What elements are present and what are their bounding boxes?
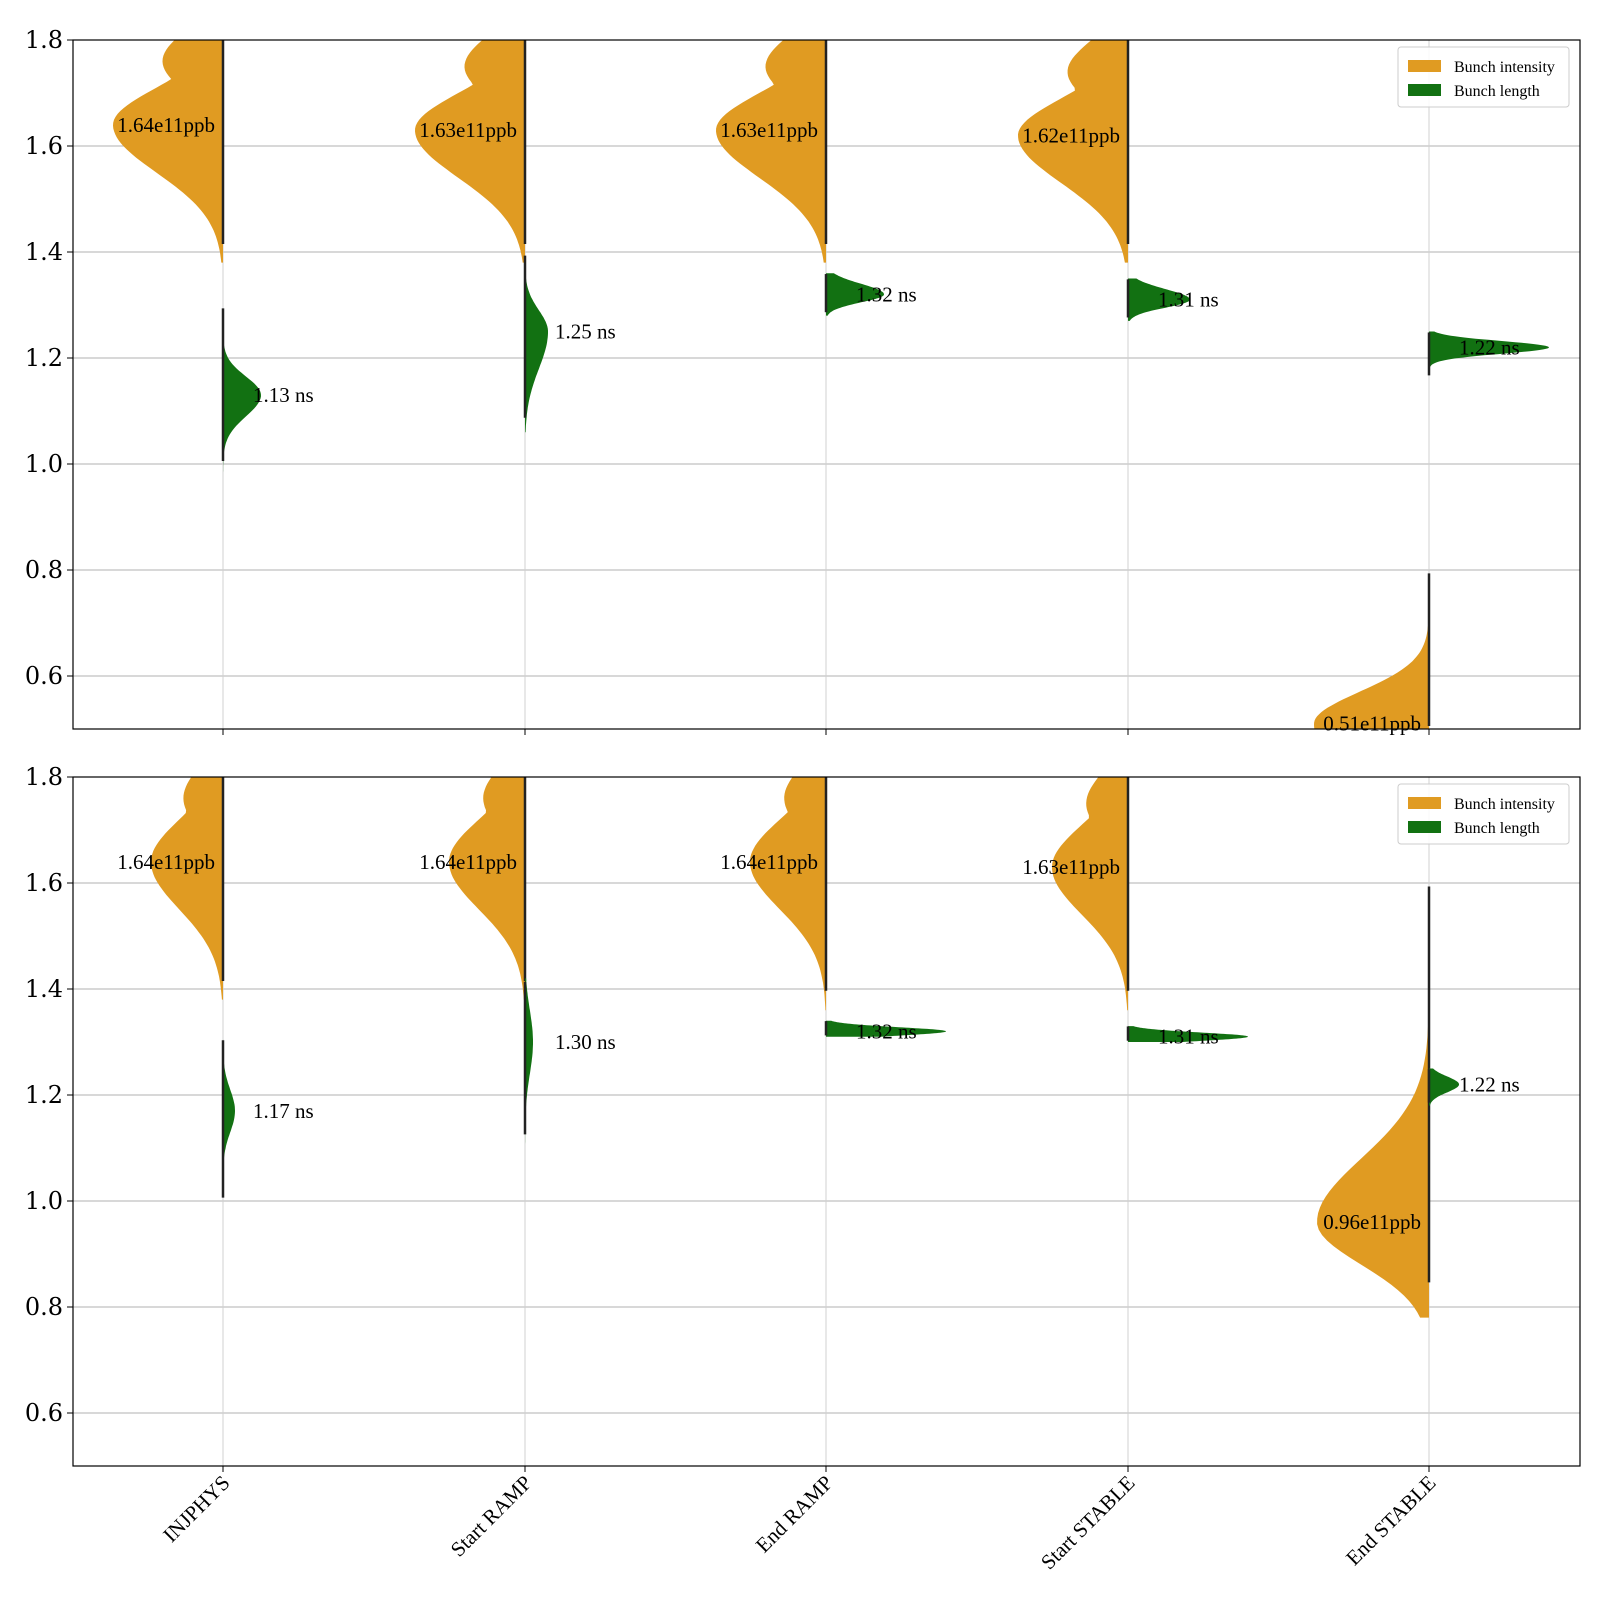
violins [151,777,1459,1318]
length-violin-1 [223,305,261,475]
length-violin-1 [223,1036,235,1212]
length-violin-4 [1128,1026,1248,1042]
panel-2: 0.6 0.8 1.0 1.2 1.4 1.6 1.8 1.64e11ppb 1.64e11pp… [25,763,1581,1575]
axes-frame [72,39,1581,730]
legend: Bunch intensity Bunch length [1397,783,1570,845]
length-violin-3 [826,1020,946,1037]
y-tick-label: 0.8 [25,556,63,584]
length-value-label: 1.22 ns [1459,1072,1520,1096]
y-tick-label: 1.2 [25,344,63,372]
legend-label: Bunch intensity [1454,796,1555,813]
intensity-violin-1 [151,777,223,1000]
intensity-value-label: 1.64e11ppb [117,113,215,137]
violins [113,40,1549,729]
axes-frame [72,776,1581,1467]
y-tick-label: 1.0 [25,450,63,478]
intensity-violin-5 [1317,877,1429,1318]
length-violin-3 [826,273,884,316]
legend-swatch [1408,797,1441,809]
y-tick-label: 1.8 [25,26,63,54]
intensity-violin-3 [716,40,826,263]
y-tick-label: 0.8 [25,1293,63,1321]
length-value-label: 1.22 ns [1459,335,1520,359]
x-category-label: End STABLE [1341,1471,1441,1571]
intensity-value-label: 1.64e11ppb [720,850,818,874]
intensity-violin-1 [113,40,223,263]
intensity-value-label: 1.64e11ppb [117,850,215,874]
intensity-value-label: 1.63e11ppb [720,118,818,142]
length-violin-5 [1429,1068,1459,1106]
legend-swatch [1408,821,1441,833]
legend-swatch [1408,84,1441,96]
y-tick-label: 1.6 [25,869,63,897]
intensity-violin-4 [1018,40,1128,263]
intensity-value-label: 1.63e11ppb [419,118,517,142]
legend-label: Bunch length [1454,83,1540,100]
panel-1: 0.6 0.8 1.0 1.2 1.4 1.6 1.8 1.64e11ppb 1.63e11pp… [25,26,1581,736]
x-category-label: INJPHYS [158,1471,234,1547]
y-tick-label: 1.4 [25,238,63,266]
length-value-label: 1.32 ns [856,1019,917,1043]
x-category-label: Start RAMP [446,1471,537,1562]
length-violin-2 [525,978,533,1148]
intensity-violin-2 [415,40,525,263]
length-value-label: 1.30 ns [555,1030,616,1054]
y-tick-label: 0.6 [25,1399,63,1427]
y-tick-label: 1.4 [25,975,63,1003]
length-violin-5 [1429,331,1549,380]
length-violin-2 [525,252,548,433]
length-violin-4 [1128,278,1190,321]
y-tick-label: 1.8 [25,763,63,791]
intensity-value-label: 0.96e11ppb [1323,1210,1421,1234]
y-tick-label: 1.0 [25,1187,63,1215]
intensity-value-label: 1.62e11ppb [1022,123,1120,147]
length-value-label: 1.17 ns [253,1099,314,1123]
legend: Bunch intensity Bunch length [1397,46,1570,108]
legend-label: Bunch intensity [1454,59,1555,76]
length-value-label: 1.25 ns [555,320,616,344]
length-value-label: 1.31 ns [1158,1025,1219,1049]
y-tick-label: 0.6 [25,662,63,690]
y-tick-label: 1.2 [25,1081,63,1109]
intensity-value-label: 0.51e11ppb [1323,712,1421,736]
length-value-label: 1.13 ns [253,383,314,407]
intensity-value-label: 1.63e11ppb [1022,855,1120,879]
legend-label: Bunch length [1454,820,1540,837]
intensity-violin-4 [1052,777,1128,1011]
length-value-label: 1.32 ns [856,282,917,306]
intensity-violin-5 [1314,570,1429,729]
length-value-label: 1.31 ns [1158,288,1219,312]
legend-swatch [1408,60,1441,72]
intensity-violin-2 [449,777,525,1000]
x-category-label: End RAMP [751,1471,838,1558]
intensity-violin-3 [750,777,826,1011]
y-tick-label: 1.6 [25,132,63,160]
intensity-value-label: 1.64e11ppb [419,850,517,874]
x-category-label: Start STABLE [1036,1471,1140,1575]
